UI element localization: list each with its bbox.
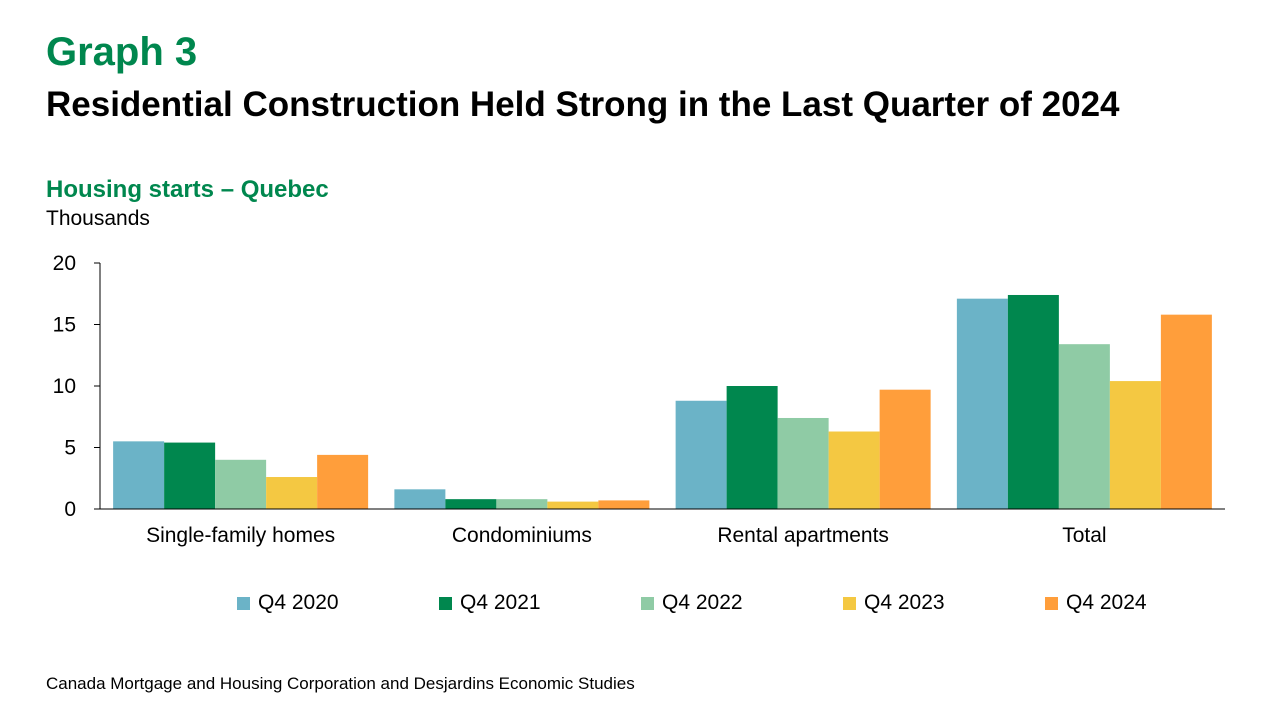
legend-swatch	[1045, 596, 1058, 610]
legend-item: Q4 2021	[439, 591, 641, 615]
x-category-label: Condominiums	[452, 524, 592, 547]
legend-item: Q4 2022	[641, 591, 843, 615]
bar	[598, 500, 650, 509]
legend-label: Q4 2022	[662, 591, 743, 614]
bar	[496, 499, 548, 509]
bar	[1160, 314, 1212, 509]
legend-label: Q4 2021	[460, 591, 541, 614]
chart-subtitle: Housing starts – Quebec	[46, 176, 329, 203]
bar	[266, 477, 318, 509]
y-tick-label: 10	[53, 375, 76, 398]
y-tick-label: 5	[64, 437, 76, 460]
bar	[1058, 344, 1110, 509]
y-tick-label: 0	[64, 498, 76, 521]
y-tick-label: 20	[53, 252, 76, 275]
bar	[777, 417, 829, 509]
x-category-label: Single-family homes	[146, 524, 335, 547]
bar	[445, 499, 497, 509]
y-tick-label: 15	[53, 314, 76, 337]
graph-number: Graph 3	[46, 30, 198, 74]
legend-label: Q4 2023	[864, 591, 945, 614]
bar	[394, 489, 446, 509]
bar	[956, 298, 1008, 509]
bar	[547, 501, 599, 509]
y-axis-unit-label: Thousands	[46, 207, 150, 230]
legend-item: Q4 2020	[237, 591, 439, 615]
bar	[675, 400, 727, 509]
legend-swatch	[439, 596, 452, 610]
bar	[317, 454, 369, 509]
bar	[879, 389, 931, 509]
chart-legend: Q4 2020 Q4 2021 Q4 2022 Q4 2023 Q4 2024	[237, 591, 1247, 615]
x-category-label: Total	[1062, 524, 1106, 547]
bar	[726, 386, 778, 509]
bar	[164, 442, 216, 509]
legend-label: Q4 2020	[258, 591, 339, 614]
bar	[215, 459, 267, 509]
bar	[113, 441, 165, 509]
source-note: Canada Mortgage and Housing Corporation …	[46, 674, 635, 693]
bar	[828, 431, 880, 509]
legend-swatch	[843, 596, 856, 610]
legend-item: Q4 2024	[1045, 591, 1247, 615]
bar	[1007, 294, 1059, 509]
legend-label: Q4 2024	[1066, 591, 1147, 614]
bar	[1109, 381, 1161, 509]
legend-swatch	[641, 596, 654, 610]
legend-item: Q4 2023	[843, 591, 1045, 615]
graph-title: Residential Construction Held Strong in …	[46, 85, 1120, 124]
x-category-label: Rental apartments	[717, 524, 889, 547]
legend-swatch	[237, 596, 250, 610]
